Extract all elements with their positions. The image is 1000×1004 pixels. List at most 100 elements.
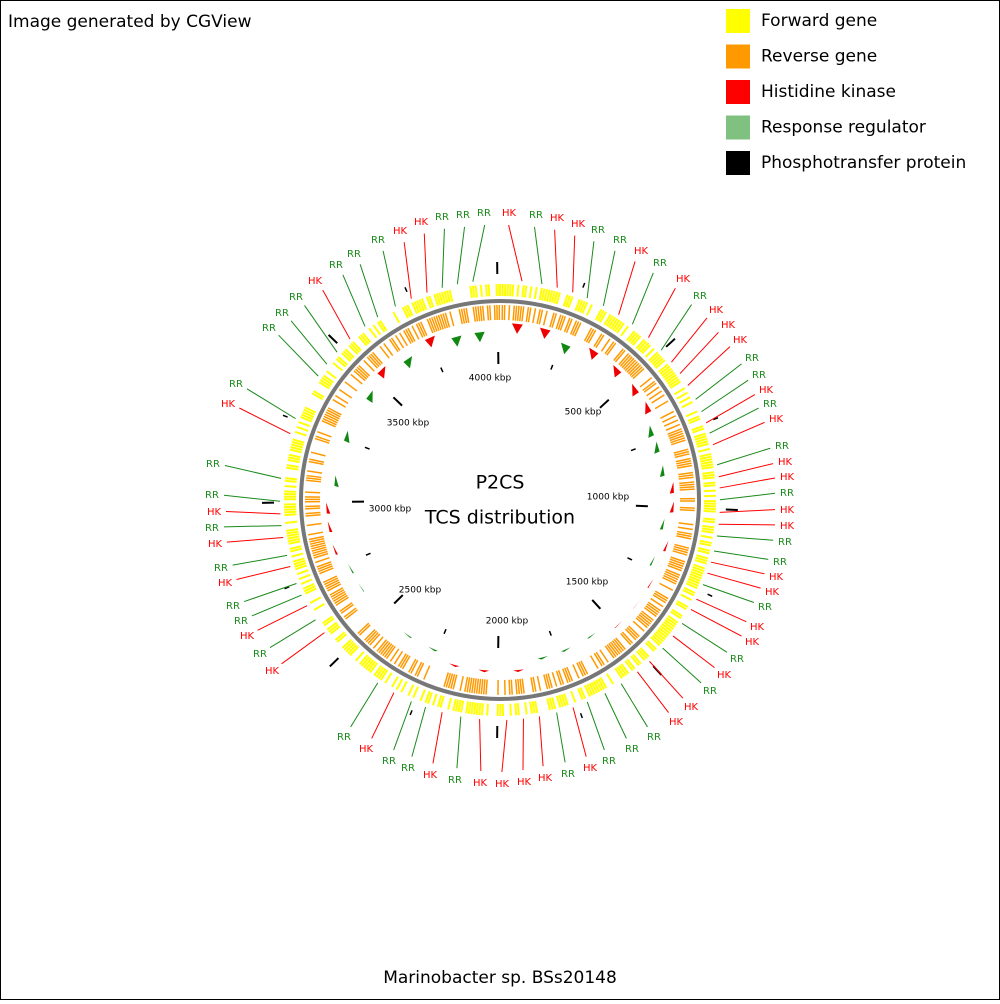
- feature-label: HK: [207, 507, 222, 518]
- feature-label: RR: [253, 649, 267, 660]
- scale-label: 4000 kbp: [469, 374, 512, 384]
- scale-label: 1000 kbp: [587, 493, 630, 503]
- feature-label: RR: [329, 260, 343, 271]
- feature-label: HK: [393, 226, 408, 237]
- forward-gene: [522, 285, 523, 297]
- feature-label: RR: [401, 763, 415, 774]
- feature-label: HK: [571, 219, 586, 230]
- reverse-gene: [490, 305, 491, 320]
- feature-label: RR: [775, 441, 789, 452]
- map-title: P2CS: [476, 472, 525, 494]
- feature-label: RR: [602, 756, 616, 767]
- feature-label: RR: [347, 249, 361, 260]
- forward-gene: [704, 509, 716, 510]
- reverse-gene: [680, 487, 695, 488]
- forward-gene: [518, 703, 519, 715]
- reverse-gene: [486, 680, 487, 695]
- feature-label: HK: [769, 572, 784, 583]
- legend-label: Forward gene: [761, 11, 877, 31]
- scale-label: 2000 kbp: [486, 617, 529, 627]
- legend-label: Histidine kinase: [761, 82, 896, 102]
- feature-label: HK: [208, 539, 223, 550]
- feature-label: HK: [583, 763, 598, 774]
- feature-label: RR: [262, 323, 276, 334]
- reverse-gene: [487, 305, 488, 320]
- forward-gene: [515, 703, 516, 715]
- feature-label: HK: [550, 213, 565, 224]
- feature-label: RR: [773, 557, 787, 568]
- forward-gene: [703, 518, 715, 519]
- forward-gene: [284, 512, 296, 513]
- forward-gene: [704, 511, 716, 512]
- leader-line: [719, 524, 775, 525]
- forward-gene: [703, 521, 715, 522]
- forward-gene: [703, 477, 715, 478]
- map-subtitle: TCS distribution: [424, 507, 575, 529]
- feature-label: HK: [778, 457, 793, 468]
- feature-label: RR: [778, 537, 792, 548]
- forward-gene: [703, 475, 715, 476]
- forward-gene: [489, 284, 490, 296]
- feature-label: RR: [561, 769, 575, 780]
- forward-gene: [510, 704, 511, 716]
- feature-label: RR: [477, 208, 491, 219]
- legend-label: Reverse gene: [761, 47, 877, 67]
- feature-label: HK: [240, 631, 255, 642]
- header-text: Image generated by CGView: [8, 12, 252, 32]
- forward-gene: [285, 478, 297, 479]
- forward-gene: [517, 285, 518, 297]
- scale-tick: [726, 509, 738, 510]
- footer-text: Marinobacter sp. BSs20148: [383, 968, 617, 988]
- scale-label: 3500 kbp: [387, 419, 430, 429]
- reverse-gene: [305, 492, 320, 493]
- feature-label: HK: [502, 208, 517, 219]
- forward-gene: [285, 481, 297, 482]
- feature-label: RR: [758, 602, 772, 613]
- feature-label: RR: [703, 686, 717, 697]
- feature-label: RR: [693, 291, 707, 302]
- scale-label: 1500 kbp: [566, 578, 609, 588]
- reverse-gene: [305, 513, 320, 514]
- feature-label: RR: [647, 732, 661, 743]
- feature-label: HK: [265, 666, 280, 677]
- reverse-gene: [509, 305, 510, 320]
- forward-gene: [704, 485, 716, 486]
- feature-label: RR: [214, 563, 228, 574]
- forward-gene: [285, 514, 297, 515]
- scale-label: 2500 kbp: [399, 586, 442, 596]
- feature-label: HK: [221, 399, 236, 410]
- feature-label: HK: [759, 385, 774, 396]
- feature-label: HK: [745, 637, 760, 648]
- forward-gene: [512, 284, 513, 296]
- feature-label: RR: [371, 235, 385, 246]
- legend-swatch: [726, 151, 750, 175]
- feature-label: RR: [613, 235, 627, 246]
- feature-label: HK: [765, 587, 780, 598]
- feature-label: RR: [275, 308, 289, 319]
- feature-label: RR: [456, 210, 470, 221]
- feature-label: RR: [226, 601, 240, 612]
- reverse-gene: [511, 680, 512, 695]
- feature-label: HK: [517, 777, 532, 788]
- feature-label: HK: [676, 274, 691, 285]
- feature-label: RR: [382, 756, 396, 767]
- feature-label: RR: [448, 775, 462, 786]
- forward-gene: [703, 483, 715, 484]
- forward-gene: [486, 284, 487, 296]
- feature-label: HK: [780, 521, 795, 532]
- feature-label: HK: [780, 505, 795, 516]
- feature-label: HK: [423, 770, 438, 781]
- forward-gene: [479, 703, 480, 715]
- reverse-gene: [680, 508, 695, 509]
- feature-label: HK: [669, 717, 684, 728]
- reverse-gene: [680, 489, 695, 490]
- feature-label: RR: [653, 258, 667, 269]
- legend-label: Response regulator: [761, 118, 926, 138]
- forward-gene: [481, 285, 482, 297]
- feature-label: RR: [529, 210, 543, 221]
- feature-label: RR: [205, 523, 219, 534]
- reverse-gene: [680, 510, 695, 511]
- feature-label: RR: [289, 292, 303, 303]
